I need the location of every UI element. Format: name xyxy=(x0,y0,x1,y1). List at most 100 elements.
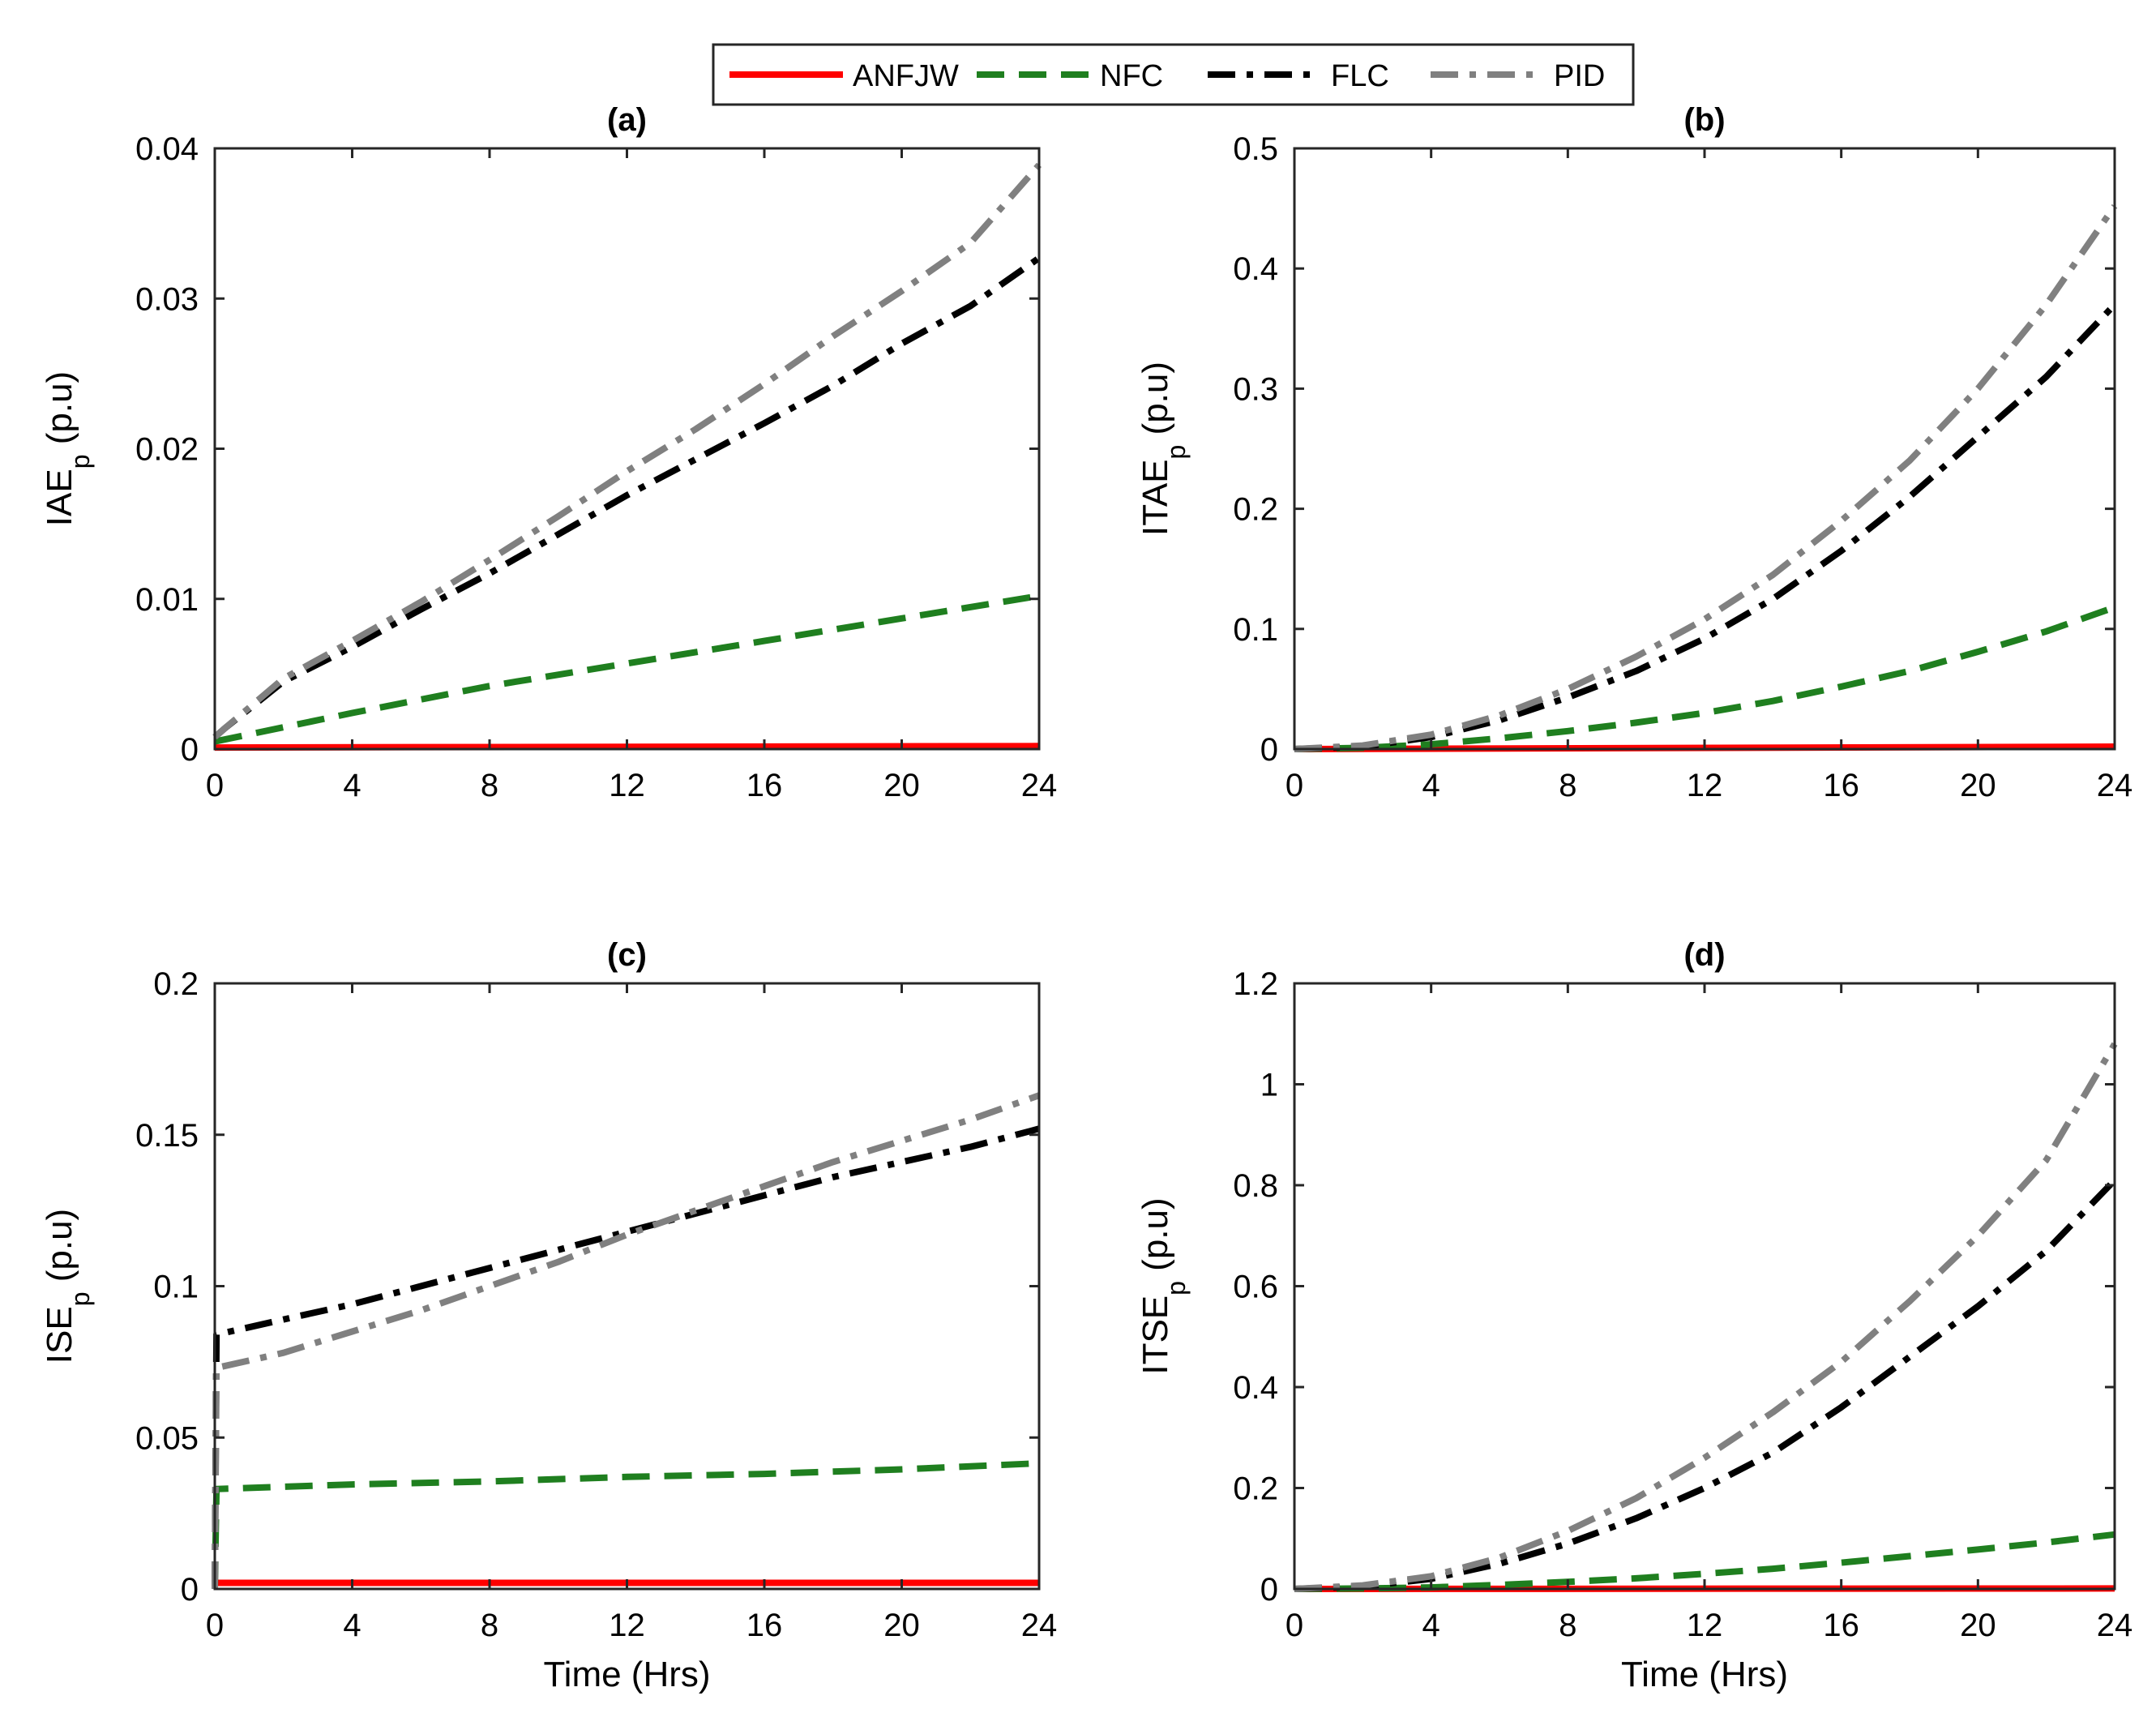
series-group xyxy=(212,162,1042,752)
x-tick-label: 4 xyxy=(1422,768,1440,803)
legend-box xyxy=(712,43,1635,106)
chart-title: (b) xyxy=(1683,102,1725,138)
x-tick-label: 12 xyxy=(609,1608,645,1643)
x-tick-label: 8 xyxy=(481,1608,498,1643)
chart-title: (d) xyxy=(1683,937,1725,973)
y-tick-label: 0.6 xyxy=(1233,1270,1278,1305)
y-axis-label-subscript: p xyxy=(66,454,95,469)
y-tick-label: 0 xyxy=(181,732,199,768)
x-tick-label: 20 xyxy=(1960,768,1996,803)
legend-item-nfc: NFC xyxy=(977,59,1163,93)
legend-item-pid: PID xyxy=(1431,59,1605,93)
series-line-pid xyxy=(212,1092,1041,1590)
axes-frame xyxy=(213,982,1041,1591)
x-tick-label: 16 xyxy=(746,1608,783,1643)
axes-frame xyxy=(1293,147,2116,751)
legend-label: NFC xyxy=(1100,59,1163,93)
y-axis-label: IAEp (p.u) xyxy=(40,371,95,526)
y-tick-label: 0.8 xyxy=(1233,1168,1278,1204)
y-tick-label: 0.04 xyxy=(135,131,199,167)
series-line-flc xyxy=(1294,1178,2117,1592)
x-tick-label: 24 xyxy=(2097,768,2133,803)
x-tick-label: 8 xyxy=(1559,768,1576,803)
y-tick-label: 0.1 xyxy=(1233,612,1278,648)
y-axis-label-main: ITSE xyxy=(1136,1295,1175,1375)
y-axis-label-main: ISE xyxy=(40,1306,79,1364)
axes-frame xyxy=(213,147,1041,751)
x-tick-label: 20 xyxy=(1960,1608,1996,1643)
y-tick-label: 0.15 xyxy=(135,1118,199,1154)
series-line-flc xyxy=(212,1125,1041,1590)
y-tick-label: 0.2 xyxy=(1233,1471,1278,1507)
legend: ANFJW NFC FLC PID xyxy=(712,43,1635,106)
series-group xyxy=(1294,1042,2118,1592)
x-tick-label: 12 xyxy=(609,768,645,803)
series-group xyxy=(1294,203,2118,752)
y-tick-label: 0.4 xyxy=(1233,251,1278,287)
y-tick-label: 0.02 xyxy=(135,432,199,468)
x-tick-label: 8 xyxy=(1559,1608,1576,1643)
x-tick-label: 4 xyxy=(343,768,361,803)
y-tick-label: 0.05 xyxy=(135,1420,199,1456)
chart-panel-c: 0 4 8 12 16 20 24 0 0.05 0.1 0.15 0.2 (c) Time (Hrs) I… xyxy=(40,937,1057,1694)
y-tick-label: 0.5 xyxy=(1233,131,1278,167)
y-axis-label-unit: (p.u) xyxy=(40,1209,79,1292)
y-axis-label-main: IAE xyxy=(40,469,79,526)
series-line-nfc xyxy=(212,1460,1040,1590)
y-axis-label-unit: (p.u) xyxy=(1136,362,1175,445)
x-tick-label: 16 xyxy=(746,768,783,803)
chart-panel-d: 0 4 8 12 16 20 24 0 0.2 0.4 0.6 0.8 1 1.2 (d) Time (Hrs… xyxy=(1136,937,2132,1694)
x-tick-label: 4 xyxy=(1422,1608,1440,1643)
series-line-nfc xyxy=(214,593,1040,745)
y-axis-label: ITSEp (p.u) xyxy=(1136,1197,1191,1374)
legend-label: PID xyxy=(1554,59,1605,93)
y-tick-label: 0.03 xyxy=(135,281,199,317)
x-tick-label: 12 xyxy=(1687,1608,1723,1643)
x-tick-label: 24 xyxy=(1021,1608,1058,1643)
chart-panel-a: 0 4 8 12 16 20 24 0 0.01 0.02 0.03 0.04 (a) IAEp (p.u… xyxy=(40,102,1057,803)
y-tick-label: 0 xyxy=(1260,1572,1278,1608)
series-line-nfc xyxy=(1294,604,2116,752)
x-tick-label: 24 xyxy=(2097,1608,2133,1643)
x-tick-label: 16 xyxy=(1823,768,1859,803)
x-tick-label: 0 xyxy=(1285,768,1303,803)
legend-item-anfjw: ANFJW xyxy=(729,59,959,93)
series-line-pid xyxy=(1294,1042,2118,1592)
x-tick-label: 20 xyxy=(883,1608,920,1643)
y-axis-label-main: ITAE xyxy=(1136,459,1175,536)
y-tick-label: 1.2 xyxy=(1233,966,1278,1002)
x-tick-label: 4 xyxy=(343,1608,361,1643)
axes-frame xyxy=(1293,982,2116,1591)
series-line-pid xyxy=(212,162,1042,740)
y-tick-label: 0.01 xyxy=(135,582,199,618)
x-tick-label: 0 xyxy=(206,768,224,803)
y-axis-label-subscript: p xyxy=(1161,445,1191,460)
y-tick-label: 1 xyxy=(1260,1068,1278,1103)
y-tick-label: 0.2 xyxy=(1233,492,1278,528)
y-tick-label: 0 xyxy=(1260,732,1278,768)
x-tick-label: 20 xyxy=(883,768,920,803)
y-axis-label-subscript: p xyxy=(1161,1281,1191,1295)
y-axis-label-unit: (p.u) xyxy=(1136,1197,1175,1281)
y-axis-label: ITAEp (p.u) xyxy=(1136,362,1191,536)
y-tick-label: 0.4 xyxy=(1233,1370,1278,1406)
series-line-pid xyxy=(1294,203,2118,752)
x-tick-label: 8 xyxy=(481,768,498,803)
y-axis-label-subscript: p xyxy=(66,1291,95,1306)
y-axis-label: ISEp (p.u) xyxy=(40,1209,95,1364)
y-tick-label: 0.2 xyxy=(153,966,199,1002)
x-tick-label: 24 xyxy=(1021,768,1058,803)
y-tick-label: 0 xyxy=(181,1572,199,1608)
x-tick-label: 16 xyxy=(1823,1608,1859,1643)
y-axis-label-unit: (p.u) xyxy=(40,371,79,455)
series-group xyxy=(212,1092,1041,1590)
legend-item-flc: FLC xyxy=(1208,59,1389,93)
y-tick-label: 0.1 xyxy=(153,1270,199,1305)
chart-title: (a) xyxy=(607,102,647,138)
x-tick-label: 12 xyxy=(1687,768,1723,803)
x-axis-label: Time (Hrs) xyxy=(1621,1655,1788,1694)
series-line-flc xyxy=(212,255,1042,740)
x-tick-label: 0 xyxy=(206,1608,224,1643)
